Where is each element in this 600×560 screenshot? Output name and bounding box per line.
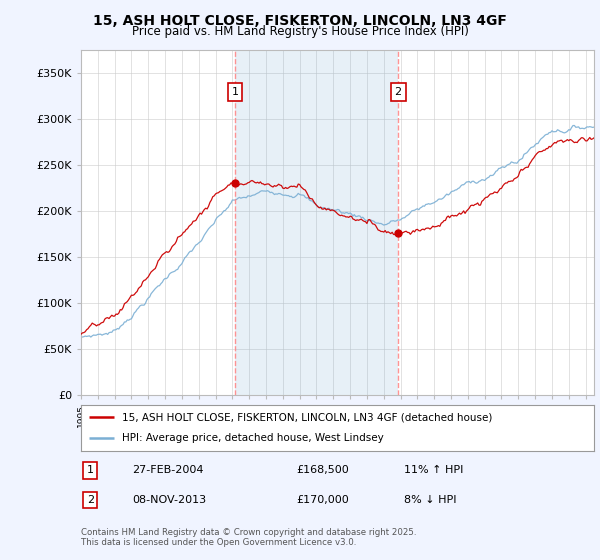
Text: 1: 1 <box>232 87 238 97</box>
Text: 1: 1 <box>87 465 94 475</box>
Text: 2: 2 <box>394 87 401 97</box>
Text: Price paid vs. HM Land Registry's House Price Index (HPI): Price paid vs. HM Land Registry's House … <box>131 25 469 38</box>
Text: 15, ASH HOLT CLOSE, FISKERTON, LINCOLN, LN3 4GF: 15, ASH HOLT CLOSE, FISKERTON, LINCOLN, … <box>93 14 507 28</box>
Text: 08-NOV-2013: 08-NOV-2013 <box>133 495 206 505</box>
Text: HPI: Average price, detached house, West Lindsey: HPI: Average price, detached house, West… <box>122 433 384 444</box>
Text: 8% ↓ HPI: 8% ↓ HPI <box>404 495 457 505</box>
Text: 15, ASH HOLT CLOSE, FISKERTON, LINCOLN, LN3 4GF (detached house): 15, ASH HOLT CLOSE, FISKERTON, LINCOLN, … <box>122 412 493 422</box>
Text: 11% ↑ HPI: 11% ↑ HPI <box>404 465 464 475</box>
Text: £170,000: £170,000 <box>296 495 349 505</box>
Text: Contains HM Land Registry data © Crown copyright and database right 2025.
This d: Contains HM Land Registry data © Crown c… <box>81 528 416 547</box>
Text: 2: 2 <box>86 495 94 505</box>
Text: 27-FEB-2004: 27-FEB-2004 <box>133 465 204 475</box>
Text: £168,500: £168,500 <box>296 465 349 475</box>
Bar <box>235 50 398 395</box>
